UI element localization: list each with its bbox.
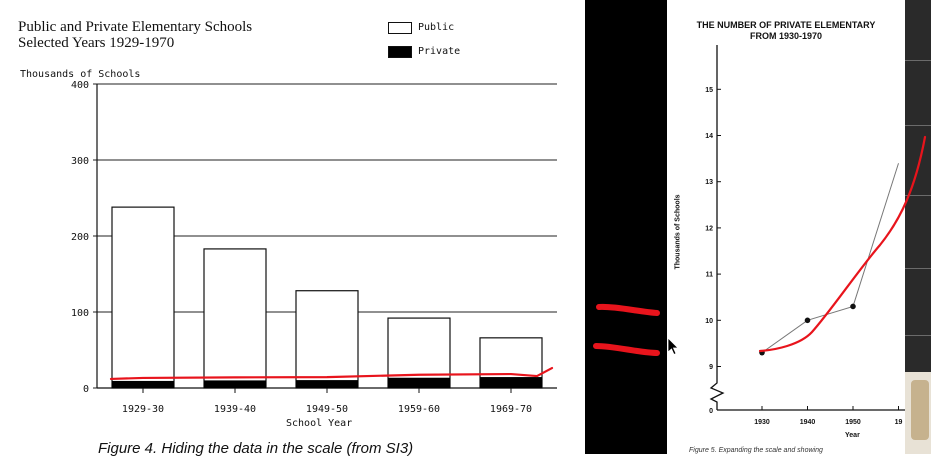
- right-data-point: [804, 317, 811, 324]
- left-x-tick-label: 1959-60: [398, 404, 440, 415]
- left-x-axis-label: School Year: [286, 418, 353, 429]
- right-data-line: [761, 163, 899, 354]
- right-x-axis-label: Year: [845, 432, 860, 439]
- right-x-tick-label: 19: [895, 419, 903, 426]
- right-x-tick-label: 1950: [845, 419, 861, 426]
- bar-public: [111, 206, 175, 389]
- right-y-tick-label: 10: [705, 318, 713, 325]
- right-y-tick-label: 11: [706, 272, 714, 279]
- left-y-tick-label: 200: [71, 232, 89, 243]
- bar-public: [387, 317, 451, 389]
- left-chart-title: Public and Private Elementary Schools Se…: [18, 19, 252, 51]
- left-y-tick-label: 300: [71, 156, 89, 167]
- bar-public: [203, 248, 267, 389]
- red-trend-annotation-left: [109, 366, 554, 381]
- right-x-tick-label: 1930: [754, 419, 770, 426]
- left-chart-title-line2: Selected Years 1929-1970: [18, 35, 175, 51]
- right-chart-title-line2: FROM 1930-1970: [749, 31, 823, 41]
- red-trend-annotation-right: [758, 135, 927, 353]
- left-chart-title-line1: Public and Private Elementary Schools: [18, 19, 253, 35]
- left-x-tick-label: 1939-40: [214, 404, 256, 415]
- legend-swatch-private: [388, 46, 412, 58]
- right-x-tick-label: 1940: [800, 419, 816, 426]
- black-divider-region: [585, 0, 667, 454]
- right-y-axis-with-break: [709, 45, 725, 410]
- red-equals-bottom-stroke: [593, 343, 660, 356]
- strip-divider: [905, 60, 931, 61]
- right-chart-title: THE NUMBER OF PRIVATE ELEMENTARY FROM 19…: [667, 20, 905, 42]
- left-y-tick-label: 100: [71, 308, 89, 319]
- left-x-tick-label: 1969-70: [490, 404, 532, 415]
- left-y-tick-label: 400: [71, 80, 89, 91]
- strip-divider: [905, 335, 931, 336]
- thumbnail-figure: [911, 380, 929, 440]
- video-thumbnail[interactable]: [905, 372, 931, 454]
- red-equals-top-stroke: [596, 303, 660, 316]
- legend-label-public: Public: [418, 22, 455, 33]
- right-figure-caption: Figure 5. Expanding the scale and showin…: [689, 447, 823, 454]
- right-y-tick-label: 15: [705, 87, 713, 94]
- bar-private: [480, 377, 542, 388]
- right-y-tick-label: 12: [705, 225, 713, 232]
- mouse-pointer-icon: [667, 337, 679, 356]
- bar-private: [296, 380, 358, 388]
- strip-divider: [905, 268, 931, 269]
- legend-label-private: Private: [418, 46, 461, 57]
- left-figure-caption: Figure 4. Hiding the data in the scale (…: [98, 440, 414, 457]
- strip-divider: [905, 195, 931, 196]
- left-x-tick-label: 1929-30: [122, 404, 164, 415]
- bar-public: [295, 290, 359, 389]
- right-y-tick-label: 13: [705, 179, 713, 186]
- bar-private: [112, 380, 174, 388]
- left-x-tick-label: 1949-50: [306, 404, 348, 415]
- right-y-tick-label: 9: [709, 364, 713, 371]
- right-data-point: [850, 303, 856, 310]
- bar-private: [204, 380, 266, 388]
- legend-swatch-public: [388, 22, 412, 34]
- right-chart-title-line1: THE NUMBER OF PRIVATE ELEMENTARY: [696, 20, 876, 30]
- left-y-axis-label: Thousands of Schools: [20, 69, 141, 80]
- right-chart-panel: THE NUMBER OF PRIVATE ELEMENTARY FROM 19…: [667, 0, 905, 454]
- strip-divider: [905, 125, 931, 126]
- adjacent-window-strip: [905, 0, 931, 454]
- left-y-tick-label: 0: [83, 384, 89, 395]
- right-y-tick-label: 14: [705, 133, 713, 140]
- right-y-zero-label: 0: [709, 408, 713, 415]
- bar-private: [388, 377, 450, 388]
